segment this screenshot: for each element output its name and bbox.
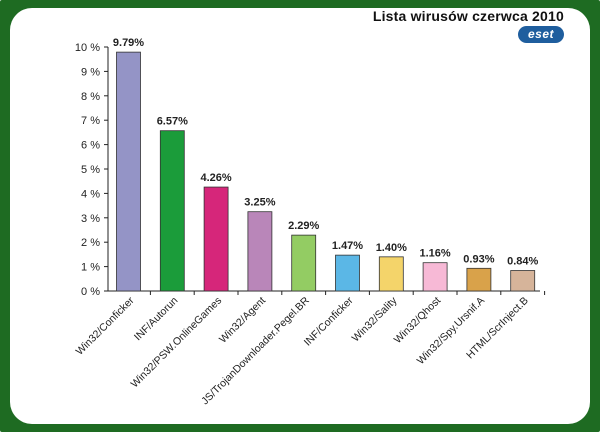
y-tick-label: 4 % xyxy=(81,188,100,200)
y-tick-label: 2 % xyxy=(81,237,100,249)
eset-logo: eset xyxy=(518,26,564,43)
data-label: 2.29% xyxy=(288,220,319,232)
y-tick-label: 0 % xyxy=(81,286,100,298)
bar-6 xyxy=(335,254,360,292)
bar-7 xyxy=(378,256,404,292)
bar-1 xyxy=(116,51,141,292)
bar-4 xyxy=(247,211,273,292)
chart-panel xyxy=(10,8,590,424)
data-label: 0.93% xyxy=(463,253,494,265)
bar-2 xyxy=(159,130,185,292)
bar-9 xyxy=(466,267,492,292)
x-tick-label: Win32/PSW.OnlineGames xyxy=(129,295,225,391)
y-tick-label: 1 % xyxy=(81,262,100,274)
y-tick-label: 3 % xyxy=(81,213,100,225)
data-label: 1.16% xyxy=(419,248,450,260)
y-tick-label: 5 % xyxy=(81,164,100,176)
data-label: 1.40% xyxy=(376,242,407,254)
data-label: 1.47% xyxy=(332,240,363,252)
bar-8 xyxy=(422,262,448,292)
x-tick-label: Win32/Conficker xyxy=(74,294,137,357)
data-label: 4.26% xyxy=(200,172,231,184)
bar-10 xyxy=(510,270,536,292)
bar-3 xyxy=(203,186,229,292)
chart-title: Lista wirusów czerwca 2010 xyxy=(372,8,564,24)
y-tick-label: 6 % xyxy=(81,140,100,152)
y-tick-label: 7 % xyxy=(81,115,100,127)
data-label: 0.84% xyxy=(507,256,538,268)
bar-5 xyxy=(291,234,317,292)
data-label: 3.25% xyxy=(244,197,275,209)
y-tick-label: 9 % xyxy=(81,66,100,78)
data-label: 9.79% xyxy=(113,37,144,49)
y-tick-label: 8 % xyxy=(81,91,100,103)
data-label: 6.57% xyxy=(157,116,188,128)
y-tick-label: 10 % xyxy=(75,42,100,54)
